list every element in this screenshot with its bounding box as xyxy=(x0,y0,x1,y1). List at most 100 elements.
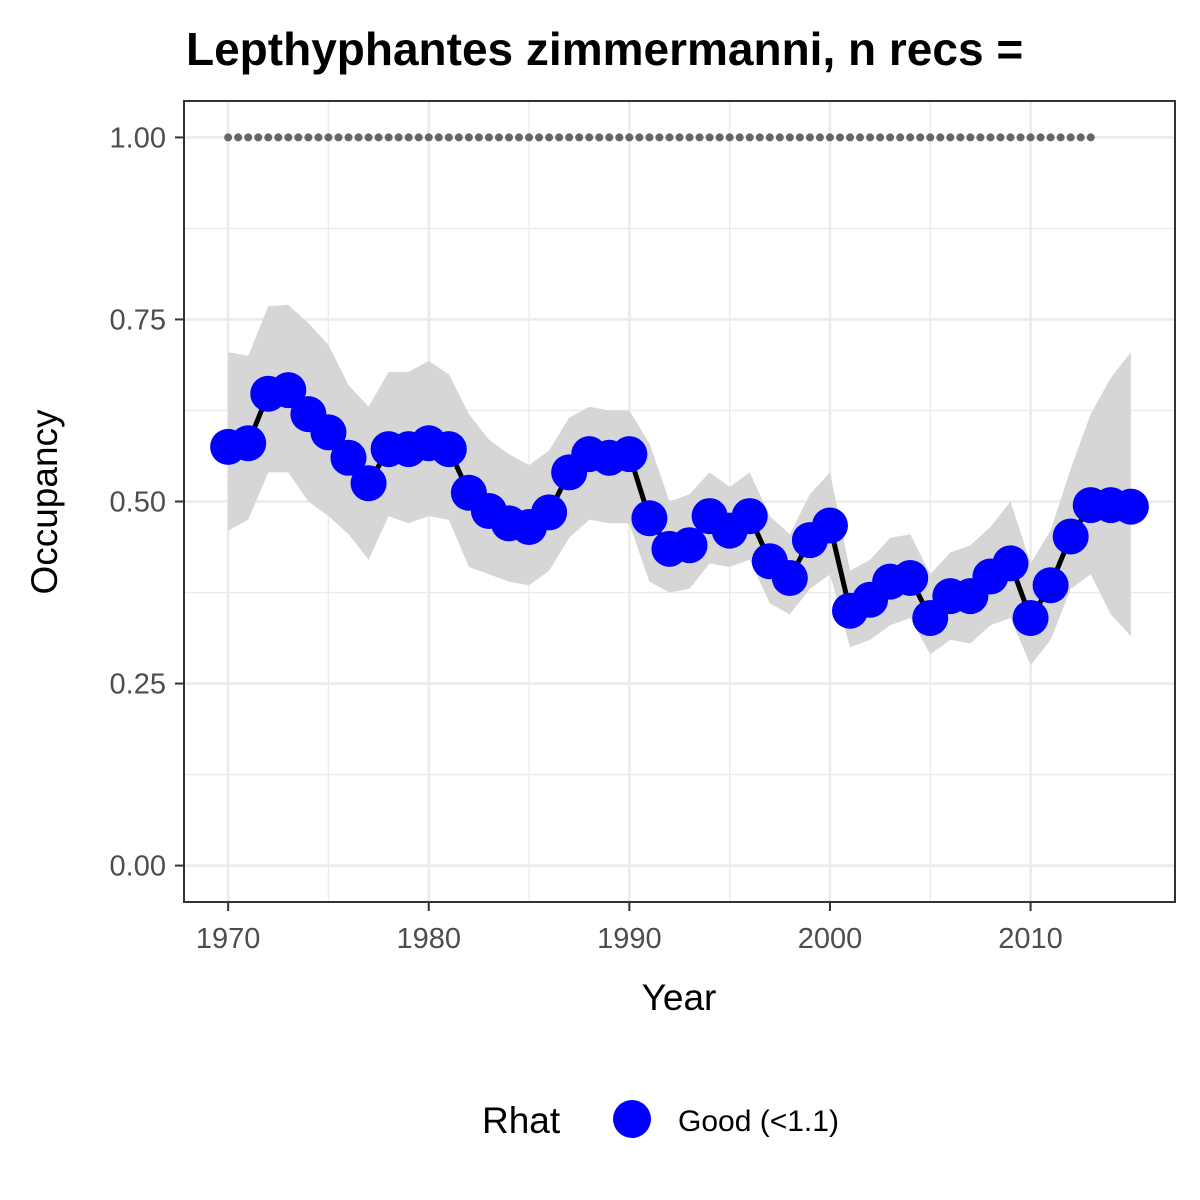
x-tick-label: 1990 xyxy=(597,923,662,955)
reference-dot xyxy=(1016,133,1025,142)
reference-dot xyxy=(1006,133,1015,142)
reference-dot xyxy=(224,133,233,142)
occupancy-point xyxy=(811,507,848,544)
reference-dot xyxy=(805,133,814,142)
reference-dot xyxy=(414,133,423,142)
occupancy-point xyxy=(892,559,929,596)
occupancy-point xyxy=(631,500,668,537)
reference-dot xyxy=(665,133,674,142)
reference-dot xyxy=(545,133,554,142)
y-tick-label: 0.00 xyxy=(110,851,166,883)
reference-dot xyxy=(835,133,844,142)
reference-dot xyxy=(484,133,493,142)
reference-dot xyxy=(394,133,403,142)
reference-dot xyxy=(956,133,965,142)
occupancy-point xyxy=(731,498,768,535)
reference-dot xyxy=(966,133,975,142)
reference-dot xyxy=(795,133,804,142)
reference-dot xyxy=(996,133,1005,142)
x-axis: 1970 1980 1990 2000 2010 xyxy=(196,902,1063,955)
x-axis-title: Year xyxy=(642,977,717,1018)
reference-dot xyxy=(896,133,905,142)
reference-dot xyxy=(555,133,564,142)
occupancy-point xyxy=(270,372,307,409)
reference-dot xyxy=(926,133,935,142)
occupancy-point xyxy=(330,439,367,476)
legend-label: Good (<1.1) xyxy=(678,1105,839,1138)
reference-dot xyxy=(294,133,303,142)
reference-dot xyxy=(846,133,855,142)
occupancy-point xyxy=(1032,567,1069,604)
reference-dot xyxy=(605,133,614,142)
reference-dot xyxy=(535,133,544,142)
reference-dot xyxy=(464,133,473,142)
legend: Rhat Good (<1.1) xyxy=(482,1100,839,1141)
reference-dot xyxy=(314,133,323,142)
reference-dot xyxy=(264,133,273,142)
reference-dot xyxy=(374,133,383,142)
reference-dot xyxy=(454,133,463,142)
reference-dot xyxy=(1046,133,1055,142)
reference-dot xyxy=(695,133,704,142)
reference-dot xyxy=(515,133,524,142)
reference-dot xyxy=(575,133,584,142)
reference-dot xyxy=(745,133,754,142)
reference-dot xyxy=(635,133,644,142)
occupancy-point xyxy=(1052,518,1089,555)
occupancy-point xyxy=(350,465,387,502)
reference-dot xyxy=(1086,133,1095,142)
reference-dot xyxy=(655,133,664,142)
reference-dot xyxy=(364,133,373,142)
reference-dot xyxy=(254,133,263,142)
reference-dot xyxy=(755,133,764,142)
reference-dot xyxy=(384,133,393,142)
reference-dot xyxy=(785,133,794,142)
reference-dot xyxy=(354,133,363,142)
x-tick-label: 1970 xyxy=(196,923,261,955)
reference-dot xyxy=(715,133,724,142)
reference-dot xyxy=(936,133,945,142)
reference-dot xyxy=(876,133,885,142)
y-axis-title: Occupancy xyxy=(24,409,65,595)
reference-dot xyxy=(404,133,413,142)
occupancy-point xyxy=(531,494,568,531)
reference-dot xyxy=(735,133,744,142)
reference-dot xyxy=(525,133,534,142)
reference-dot xyxy=(565,133,574,142)
x-tick-label: 1980 xyxy=(396,923,461,955)
y-tick-label: 1.00 xyxy=(110,122,166,154)
occupancy-point xyxy=(1112,488,1149,525)
reference-dot xyxy=(1056,133,1065,142)
reference-dot xyxy=(1026,133,1035,142)
x-tick-label: 2010 xyxy=(998,923,1063,955)
occupancy-point xyxy=(771,559,808,596)
reference-dot xyxy=(946,133,955,142)
occupancy-point xyxy=(1012,600,1049,637)
occupancy-point xyxy=(992,545,1029,582)
reference-dot xyxy=(324,133,333,142)
reference-dot xyxy=(775,133,784,142)
legend-title: Rhat xyxy=(482,1100,561,1141)
reference-dot xyxy=(825,133,834,142)
chart-title: Lepthyphantes zimmermanni, n recs = xyxy=(186,23,1023,75)
reference-dot xyxy=(675,133,684,142)
occupancy-point xyxy=(430,431,467,468)
reference-dot xyxy=(976,133,985,142)
reference-dot xyxy=(344,133,353,142)
reference-dot xyxy=(765,133,774,142)
reference-dot xyxy=(234,133,243,142)
reference-dot xyxy=(304,133,313,142)
reference-dot xyxy=(334,133,343,142)
reference-dot xyxy=(1066,133,1075,142)
occupancy-point xyxy=(310,414,347,451)
y-tick-label: 0.50 xyxy=(110,487,166,519)
reference-dot xyxy=(866,133,875,142)
reference-dot xyxy=(815,133,824,142)
reference-dot xyxy=(685,133,694,142)
reference-dot xyxy=(595,133,604,142)
reference-dot xyxy=(645,133,654,142)
reference-dot xyxy=(244,133,253,142)
reference-dot xyxy=(1076,133,1085,142)
reference-dot xyxy=(1036,133,1045,142)
